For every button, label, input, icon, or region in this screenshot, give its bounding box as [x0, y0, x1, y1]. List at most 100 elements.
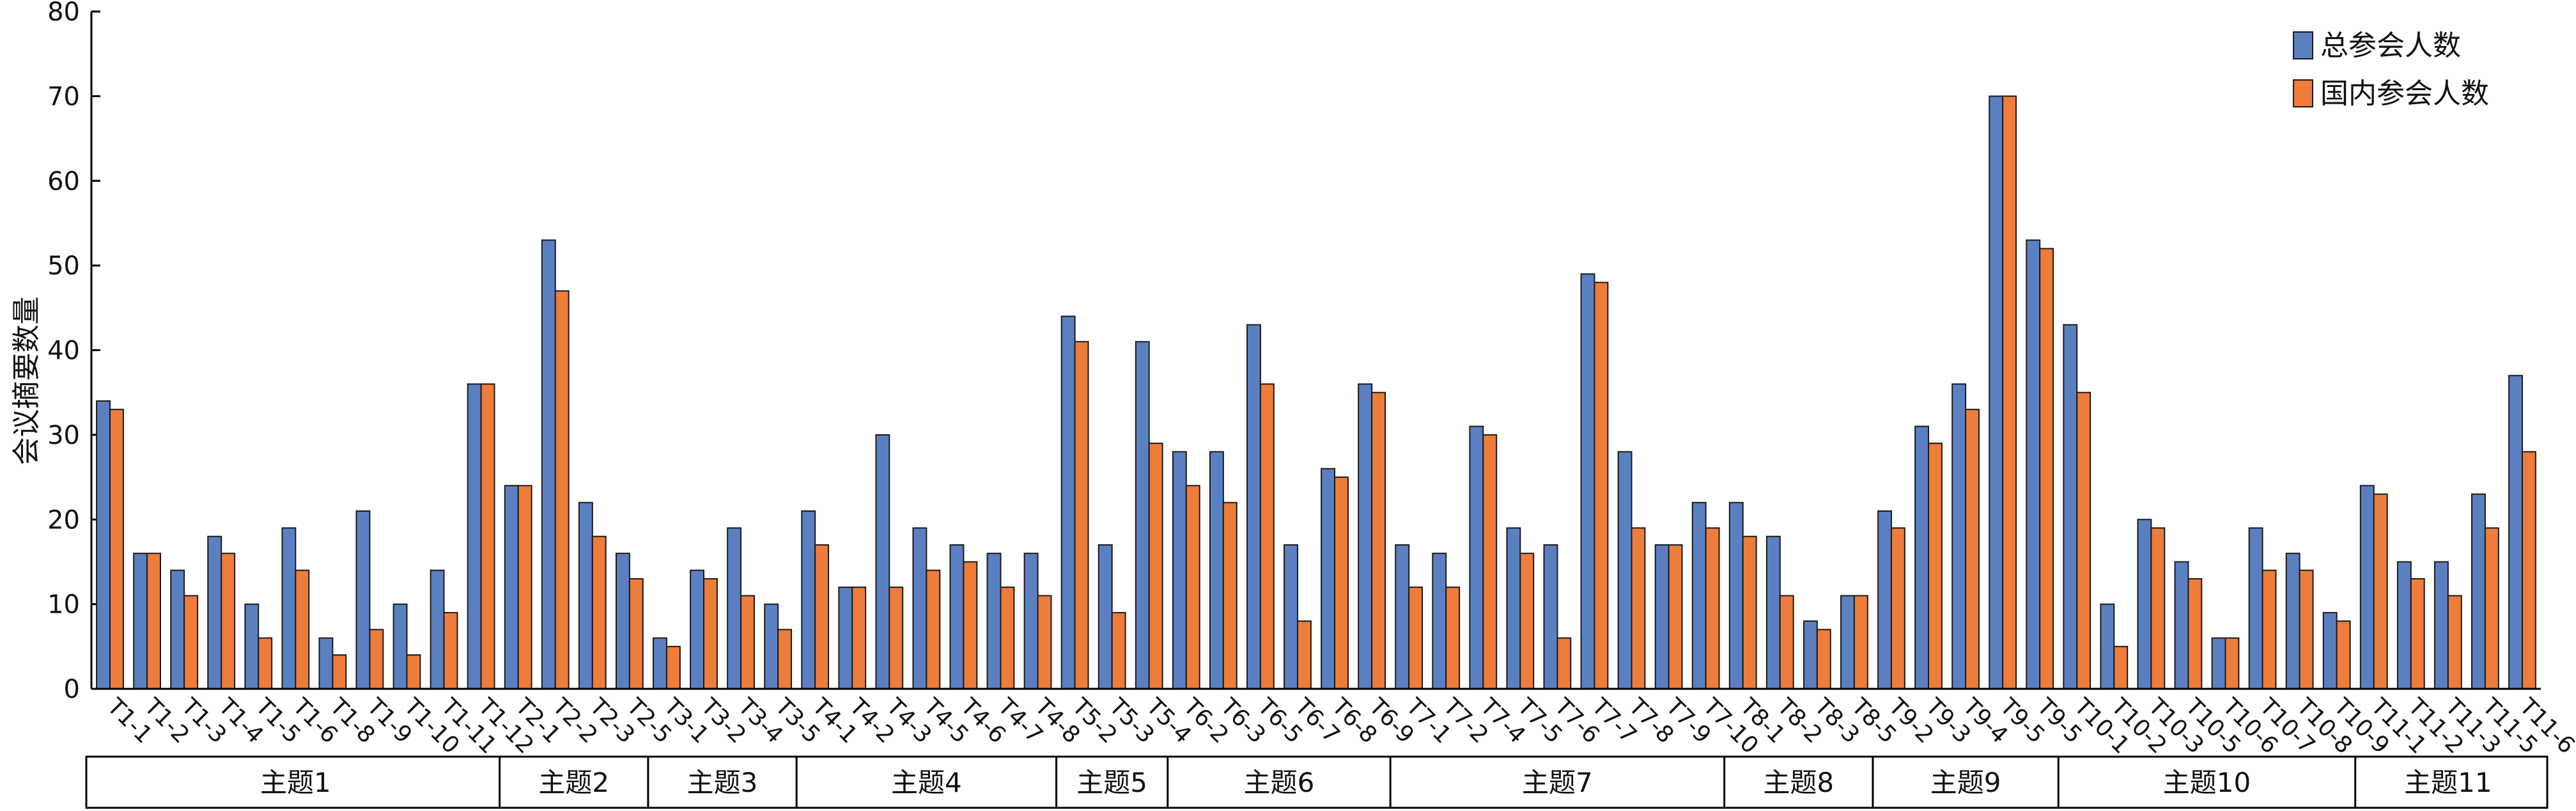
bar-total [2248, 527, 2263, 689]
bar-total [1098, 544, 1113, 690]
bar-total [1989, 95, 2004, 689]
legend-label-domestic: 国内参会人数 [2320, 77, 2489, 110]
bar-total [1209, 451, 1224, 689]
bar-domestic [628, 578, 644, 689]
bar-domestic [2410, 578, 2425, 689]
y-tick-label: 30 [47, 421, 80, 450]
bar-domestic [1556, 637, 1572, 690]
bar-total [170, 569, 185, 689]
bar-domestic [2113, 645, 2129, 689]
bar-total [2471, 493, 2486, 689]
bar-total [2359, 485, 2375, 689]
bar-total [1395, 544, 1410, 690]
bar-total [949, 544, 965, 690]
bar-total [2285, 553, 2301, 690]
group-label: 主题2 [538, 767, 609, 798]
bar-total [96, 400, 111, 689]
bar-domestic [258, 637, 273, 690]
group-label: 主题6 [1244, 767, 1315, 798]
bar-total [1506, 527, 1521, 689]
y-tick-label: 50 [47, 251, 80, 281]
bar-domestic [1890, 527, 1905, 689]
bar-domestic [369, 629, 384, 690]
bar-domestic [295, 569, 310, 689]
bar-domestic [1594, 281, 1609, 690]
bar-domestic [1296, 620, 1312, 689]
bar-total [1580, 273, 1595, 689]
bar-domestic [2076, 391, 2091, 689]
bar-domestic [2262, 569, 2277, 689]
bar-total [355, 510, 371, 689]
bar-total [1432, 553, 1447, 690]
bar-domestic [2039, 248, 2054, 689]
group-table: 主题1 主题2 主题3 主题4 主题5 主题6 主题7 主题8 主题9 主题10 主题11 [85, 755, 2549, 809]
bar-domestic [1371, 391, 1386, 689]
bar-total [1469, 425, 1484, 689]
bar-domestic [1705, 527, 1720, 689]
bar-domestic [480, 383, 495, 689]
bar-domestic [1928, 443, 1943, 689]
bar-total [244, 603, 260, 689]
bar-domestic [888, 587, 904, 690]
group-label: 主题11 [2404, 767, 2492, 798]
bar-domestic [443, 611, 458, 689]
bar-total [2322, 611, 2338, 689]
bar-total [801, 510, 816, 689]
bar-total [1765, 535, 1781, 689]
y-tick-label: 0 [64, 675, 80, 704]
bar-total [690, 569, 704, 689]
legend: 总参会人数 国内参会人数 [2293, 29, 2489, 110]
group-label: 主题10 [2163, 767, 2251, 798]
bar-total [1023, 553, 1039, 690]
bar-total [1951, 383, 1967, 689]
bar-total [281, 527, 297, 689]
bar-domestic [1000, 587, 1015, 690]
bar-domestic [2002, 95, 2017, 689]
bar-domestic [1074, 341, 1089, 689]
bar-total [986, 553, 1002, 690]
bar-domestic [1965, 409, 1980, 689]
y-tick-label: 40 [47, 336, 80, 366]
bar-domestic [2447, 595, 2462, 690]
bar-domestic [1853, 595, 1868, 690]
bar-total [875, 434, 890, 689]
bar-domestic [703, 578, 718, 689]
bar-domestic [332, 654, 347, 690]
bar-domestic [2224, 637, 2240, 690]
bar-total [653, 637, 667, 690]
bar-total [1321, 468, 1336, 689]
bar-domestic [777, 629, 793, 690]
bar-total [430, 569, 445, 689]
bar-domestic [1222, 501, 1238, 690]
bar-total [2508, 375, 2523, 690]
group-label: 主题7 [1522, 767, 1593, 798]
bar-total [727, 527, 742, 689]
bar-total [2063, 324, 2078, 690]
bar-domestic [740, 595, 755, 690]
y-tick-label: 80 [47, 0, 80, 27]
group-label: 主题8 [1763, 767, 1834, 798]
bar-total [1246, 324, 1261, 690]
bar-domestic [1259, 383, 1275, 689]
bar-total [838, 587, 853, 690]
bar-domestic [146, 553, 161, 690]
y-tick-label: 70 [47, 82, 80, 111]
bar-total [1284, 544, 1298, 690]
bar-total [541, 239, 556, 690]
bar-domestic [1408, 587, 1424, 690]
bar-domestic [1816, 629, 1831, 690]
bar-domestic [1482, 434, 1498, 689]
bar-domestic [1334, 476, 1349, 689]
bar-total [1691, 501, 1707, 690]
bar-total [1617, 451, 1633, 689]
bar-total [2433, 561, 2449, 689]
bar-domestic [1111, 611, 1126, 689]
bar-domestic [1779, 595, 1794, 690]
bar-domestic [2373, 493, 2388, 689]
bar-total [2137, 519, 2152, 689]
bar-domestic [1037, 595, 1052, 690]
bar-total [1877, 510, 1892, 689]
bar-total [392, 603, 408, 689]
bar-total [1914, 425, 1929, 689]
